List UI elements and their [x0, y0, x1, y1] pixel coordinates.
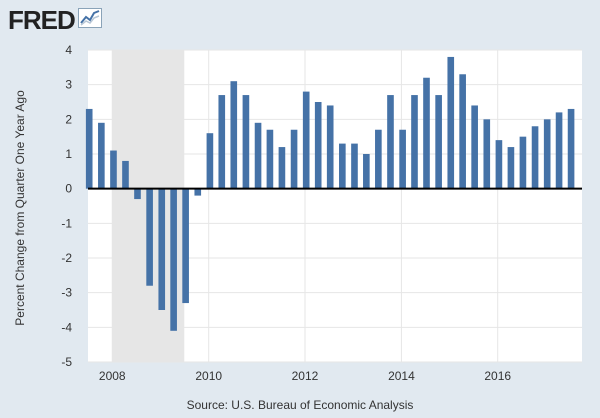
- y-tick-label: 3: [65, 78, 72, 92]
- bar: [375, 129, 382, 189]
- bar: [399, 129, 406, 189]
- y-tick-label: 4: [65, 43, 72, 57]
- bar: [459, 74, 466, 189]
- bar: [555, 112, 563, 189]
- y-tick-label: -2: [61, 251, 72, 265]
- bar: [435, 95, 442, 189]
- trend-line-icon: [77, 8, 102, 33]
- bar: [447, 56, 455, 189]
- y-tick-label: 1: [65, 147, 72, 161]
- bar: [483, 119, 491, 189]
- y-tick-label: -3: [61, 286, 72, 300]
- y-axis-label: Percent Change from Quarter One Year Ago: [13, 90, 27, 326]
- bar: [194, 188, 202, 196]
- bar: [567, 108, 575, 189]
- x-tick-label: 2014: [388, 369, 415, 383]
- bar: [266, 129, 274, 189]
- bar: [182, 188, 189, 304]
- bar: [170, 188, 177, 331]
- y-tick-label: -1: [61, 216, 72, 230]
- bar: [146, 188, 153, 286]
- bar: [242, 95, 250, 189]
- bar: [98, 122, 105, 189]
- bar: [339, 143, 346, 189]
- bar: [85, 108, 93, 189]
- bar: [531, 126, 539, 189]
- x-tick-label: 2012: [292, 369, 319, 383]
- bar: [290, 129, 298, 189]
- bar: [423, 77, 430, 189]
- bar: [110, 150, 117, 189]
- bar: [314, 102, 322, 189]
- x-tick-label: 2016: [484, 369, 511, 383]
- fred-logo-text: FRED: [8, 5, 76, 35]
- bar: [230, 81, 238, 189]
- y-tick-label: 0: [65, 182, 72, 196]
- y-tick-label: -4: [61, 320, 72, 334]
- bar: [351, 143, 358, 189]
- bar: [134, 188, 141, 200]
- bar: [507, 147, 515, 189]
- bar: [387, 95, 394, 189]
- bar: [471, 105, 478, 189]
- bar: [158, 188, 166, 310]
- source-note: Source: U.S. Bureau of Economic Analysis: [186, 398, 414, 412]
- bar: [495, 140, 503, 189]
- bar: [326, 105, 334, 189]
- bar: [543, 119, 551, 189]
- bar: [363, 154, 370, 189]
- bar: [122, 160, 129, 189]
- bar: [218, 95, 226, 189]
- fred-logo: FRED: [8, 6, 102, 34]
- bar: [278, 147, 286, 189]
- y-tick-label: 2: [65, 112, 72, 126]
- bar: [411, 95, 418, 189]
- x-tick-label: 2008: [99, 369, 126, 383]
- bar: [302, 91, 310, 189]
- bar: [206, 133, 214, 189]
- bar: [254, 122, 262, 189]
- x-tick-label: 2010: [195, 369, 222, 383]
- bar: [519, 136, 527, 189]
- y-tick-label: -5: [61, 355, 72, 369]
